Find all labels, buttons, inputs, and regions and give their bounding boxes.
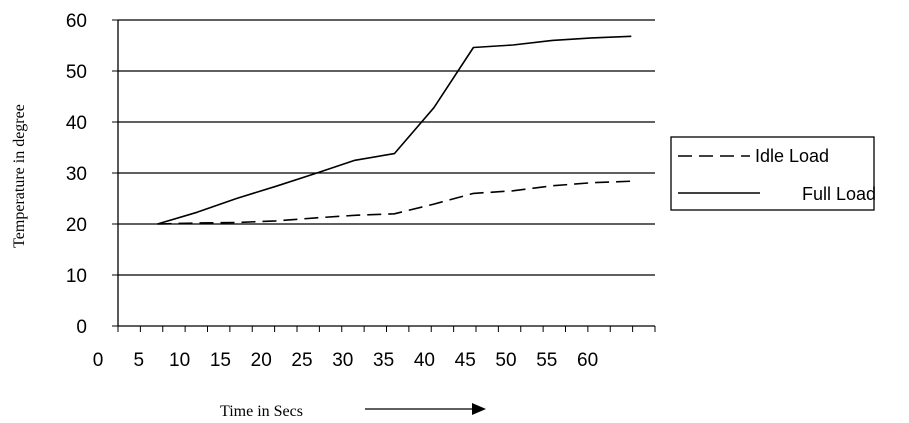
data-series (157, 35, 632, 225)
x-tick-label: 5 (134, 350, 145, 371)
x-tick-label: 15 (210, 350, 231, 371)
axes (112, 19, 656, 332)
x-tick-label: 25 (291, 350, 312, 371)
x-tick-label: 20 (251, 350, 272, 371)
x-tick-label: 60 (577, 350, 598, 371)
series-line-idle-load (157, 180, 632, 225)
legend-label-idle-load: Idle Load (755, 146, 829, 166)
y-tick-label: 10 (66, 266, 87, 287)
x-tick-label: 10 (169, 350, 190, 371)
x-axis-title: Time in Secs (220, 403, 303, 420)
y-tick-labels: 0 10 20 30 40 50 60 (66, 11, 87, 338)
y-tick-label: 30 (66, 164, 87, 185)
y-tick-label: 40 (66, 113, 87, 134)
y-tick-label: 0 (76, 317, 87, 338)
x-tick-label: 30 (332, 350, 353, 371)
y-axis-title: Temperature in degree (11, 104, 28, 248)
x-tick-label: 40 (414, 350, 435, 371)
y-tick-label: 60 (66, 11, 87, 32)
grid-lines (118, 19, 655, 276)
x-tick-label: 35 (373, 350, 394, 371)
series-line-full-load (157, 35, 632, 225)
legend-frame (670, 136, 875, 211)
x-tick-label: 50 (495, 350, 516, 371)
x-tick-labels: 0 5 10 15 20 25 30 35 40 45 50 55 60 (93, 350, 598, 371)
x-tick-label: 0 (93, 350, 104, 371)
x-tick-label: 55 (536, 350, 557, 371)
y-tick-label: 20 (66, 215, 87, 236)
arrow-right-icon (365, 403, 486, 415)
legend: Idle Load Full Load (670, 136, 876, 211)
x-tick-label: 45 (455, 350, 476, 371)
legend-label-full-load: Full Load (802, 184, 876, 204)
y-tick-label: 50 (66, 62, 87, 83)
